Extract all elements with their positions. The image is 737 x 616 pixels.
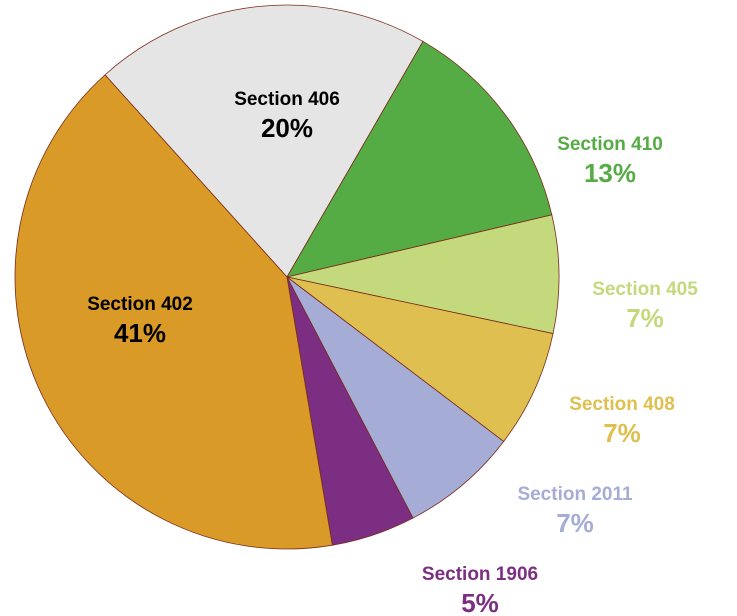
pie-slice	[286, 276, 505, 519]
pie-slice	[104, 4, 424, 278]
slice-value-label: 5%	[461, 588, 499, 616]
slice-value-label: 41%	[114, 318, 166, 348]
pie-slice	[14, 74, 333, 550]
pie-slice	[286, 40, 553, 278]
slice-value-label: 7%	[603, 418, 641, 448]
slice-value-label: 7%	[626, 303, 664, 333]
slice-label: Section 405	[592, 279, 698, 300]
slice-value-label: 20%	[261, 113, 313, 143]
slice-label: Section 408	[569, 394, 675, 415]
slice-label: Section 406	[234, 89, 340, 110]
slice-label: Section 2011	[517, 484, 633, 505]
slice-label: Section 410	[557, 134, 663, 155]
pie-slice	[286, 276, 554, 443]
slice-label: Section 402	[87, 294, 193, 315]
slice-value-label: 7%	[556, 508, 594, 538]
pie-slice	[286, 214, 560, 335]
slice-value-label: 13%	[584, 158, 636, 188]
slice-label: Section 1906	[422, 564, 538, 585]
